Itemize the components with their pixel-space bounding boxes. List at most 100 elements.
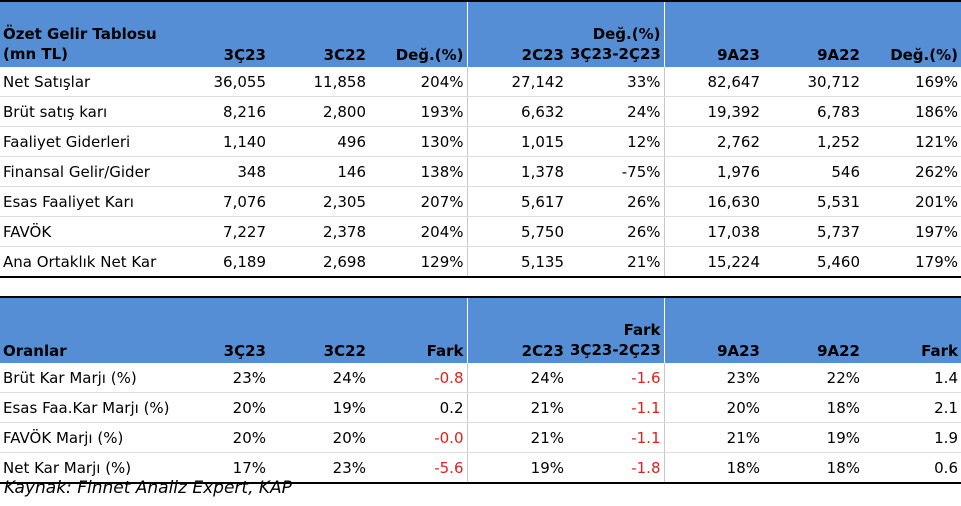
table-row: FAVÖK 7,227 2,378 204% 5,750 26% 17,038 5,737 19…	[0, 216, 961, 247]
table-cell: 21%	[466, 392, 567, 423]
table-cell: 30,712	[763, 67, 863, 97]
row-label: Brüt satış karı	[0, 96, 180, 127]
table-cell: 20%	[180, 392, 269, 423]
col-header-yoy-change: Değ.(%)	[369, 1, 467, 67]
table-cell: 19%	[466, 452, 567, 484]
table-cell: 496	[269, 126, 369, 157]
table-cell: 17,038	[663, 216, 763, 247]
table-cell: 121%	[863, 126, 961, 157]
table-cell: 1.4	[863, 363, 961, 393]
col-header-9m-diff: Fark	[863, 297, 961, 363]
row-label: FAVÖK	[0, 216, 180, 247]
source-note: Kaynak: Finnet Analiz Expert, KAP	[4, 478, 292, 498]
table-cell: -1.1	[567, 422, 664, 453]
table-cell: 0.2	[369, 392, 467, 423]
table-cell: 6,189	[180, 246, 269, 278]
table-cell: 5,617	[466, 186, 567, 217]
table-cell: 26%	[567, 186, 664, 217]
table-cell: 36,055	[180, 67, 269, 97]
col-header-9m22: 9A22	[763, 1, 863, 67]
table-cell: 2,378	[269, 216, 369, 247]
table-cell: 12%	[567, 126, 664, 157]
table-cell: 1,378	[466, 156, 567, 187]
table-cell: 207%	[369, 186, 467, 217]
table-cell: 23%	[269, 452, 369, 484]
table-cell: 197%	[863, 216, 961, 247]
table-cell: 23%	[663, 363, 763, 393]
table-cell: -1.6	[567, 363, 664, 393]
table-cell: 20%	[180, 422, 269, 453]
table-cell: -0.0	[369, 422, 467, 453]
table-cell: 20%	[269, 422, 369, 453]
table-cell: 17%	[180, 452, 269, 484]
table-cell: 18%	[663, 452, 763, 484]
table-cell: 2,305	[269, 186, 369, 217]
table-cell: 82,647	[663, 67, 763, 97]
table-cell: 186%	[863, 96, 961, 127]
col-header-qoq-diff: Fark 3Ç23-2Ç23	[567, 297, 664, 363]
row-label: Finansal Gelir/Gider	[0, 156, 180, 187]
col-header-9m22: 9A22	[763, 297, 863, 363]
table-cell: 11,858	[269, 67, 369, 97]
row-label: Esas Faaliyet Karı	[0, 186, 180, 217]
row-label: FAVÖK Marjı (%)	[0, 422, 180, 453]
row-label: Esas Faa.Kar Marjı (%)	[0, 392, 180, 423]
table-cell: 18%	[763, 452, 863, 484]
table-row: Faaliyet Giderleri 1,140 496 130% 1,015 12% 2,…	[0, 126, 961, 157]
table-row: Net Kar Marjı (%) 17% 23% -5.6 19% -1.8 18% 18%…	[0, 452, 961, 484]
row-label: Net Satışlar	[0, 67, 180, 97]
table-cell: 179%	[863, 246, 961, 278]
table-row: Brüt satış karı 8,216 2,800 193% 6,632 24% 19,…	[0, 96, 961, 127]
table-cell: 19%	[763, 422, 863, 453]
col-header-3q22: 3C22	[269, 297, 369, 363]
table-cell: 348	[180, 156, 269, 187]
col-header-3q23: 3Ç23	[180, 1, 269, 67]
table-cell: 1,976	[663, 156, 763, 187]
table-cell: 20%	[663, 392, 763, 423]
income-summary-table: Özet Gelir Tablosu (mn TL) 3Ç23 3C22 Değ…	[0, 0, 961, 278]
table-cell: 26%	[567, 216, 664, 247]
income-table-header: Özet Gelir Tablosu (mn TL) 3Ç23 3C22 Değ…	[0, 1, 961, 67]
income-table-title: Özet Gelir Tablosu (mn TL)	[0, 1, 180, 67]
table-row: FAVÖK Marjı (%) 20% 20% -0.0 21% -1.1 21% 19% 1.…	[0, 422, 961, 453]
table-row: Net Satışlar 36,055 11,858 204% 27,142 33% 82,…	[0, 67, 961, 97]
table-cell: 2.1	[863, 392, 961, 423]
table-cell: 21%	[567, 246, 664, 278]
table-cell: 1,015	[466, 126, 567, 157]
ratios-table-header: Oranlar 3Ç23 3C22 Fark 2C23 Fark 3Ç23-2Ç…	[0, 297, 961, 363]
table-cell: 5,135	[466, 246, 567, 278]
table-cell: 6,783	[763, 96, 863, 127]
table-cell: -0.8	[369, 363, 467, 393]
table-cell: 201%	[863, 186, 961, 217]
table-cell: 7,227	[180, 216, 269, 247]
table-cell: 5,531	[763, 186, 863, 217]
table-cell: 6,632	[466, 96, 567, 127]
table-cell: 33%	[567, 67, 664, 97]
table-cell: 1.9	[863, 422, 961, 453]
table-row: Ana Ortaklık Net Kar 6,189 2,698 129% 5,135 2…	[0, 246, 961, 278]
table-cell: 138%	[369, 156, 467, 187]
table-cell: 169%	[863, 67, 961, 97]
row-label: Net Kar Marjı (%)	[0, 452, 180, 484]
table-row: Esas Faa.Kar Marjı (%) 20% 19% 0.2 21% -1.1 20…	[0, 392, 961, 423]
col-header-3q23: 3Ç23	[180, 297, 269, 363]
table-cell: 23%	[180, 363, 269, 393]
table-cell: 22%	[763, 363, 863, 393]
table-cell: 21%	[663, 422, 763, 453]
table-cell: 7,076	[180, 186, 269, 217]
table-cell: 2,698	[269, 246, 369, 278]
table-cell: -5.6	[369, 452, 467, 484]
table-cell: 5,750	[466, 216, 567, 247]
row-label: Brüt Kar Marjı (%)	[0, 363, 180, 393]
table-cell: 19%	[269, 392, 369, 423]
table-cell: 24%	[466, 363, 567, 393]
table-cell: -1.1	[567, 392, 664, 423]
table-cell: 18%	[763, 392, 863, 423]
table-cell: 1,140	[180, 126, 269, 157]
table-row: Finansal Gelir/Gider 348 146 138% 1,378 -75% 1…	[0, 156, 961, 187]
col-header-3q22: 3C22	[269, 1, 369, 67]
table-cell: 1,252	[763, 126, 863, 157]
ratios-table: Oranlar 3Ç23 3C22 Fark 2C23 Fark 3Ç23-2Ç…	[0, 296, 961, 484]
col-header-qoq-change: Değ.(%) 3Ç23-2Ç23	[567, 1, 664, 67]
table-cell: 5,737	[763, 216, 863, 247]
